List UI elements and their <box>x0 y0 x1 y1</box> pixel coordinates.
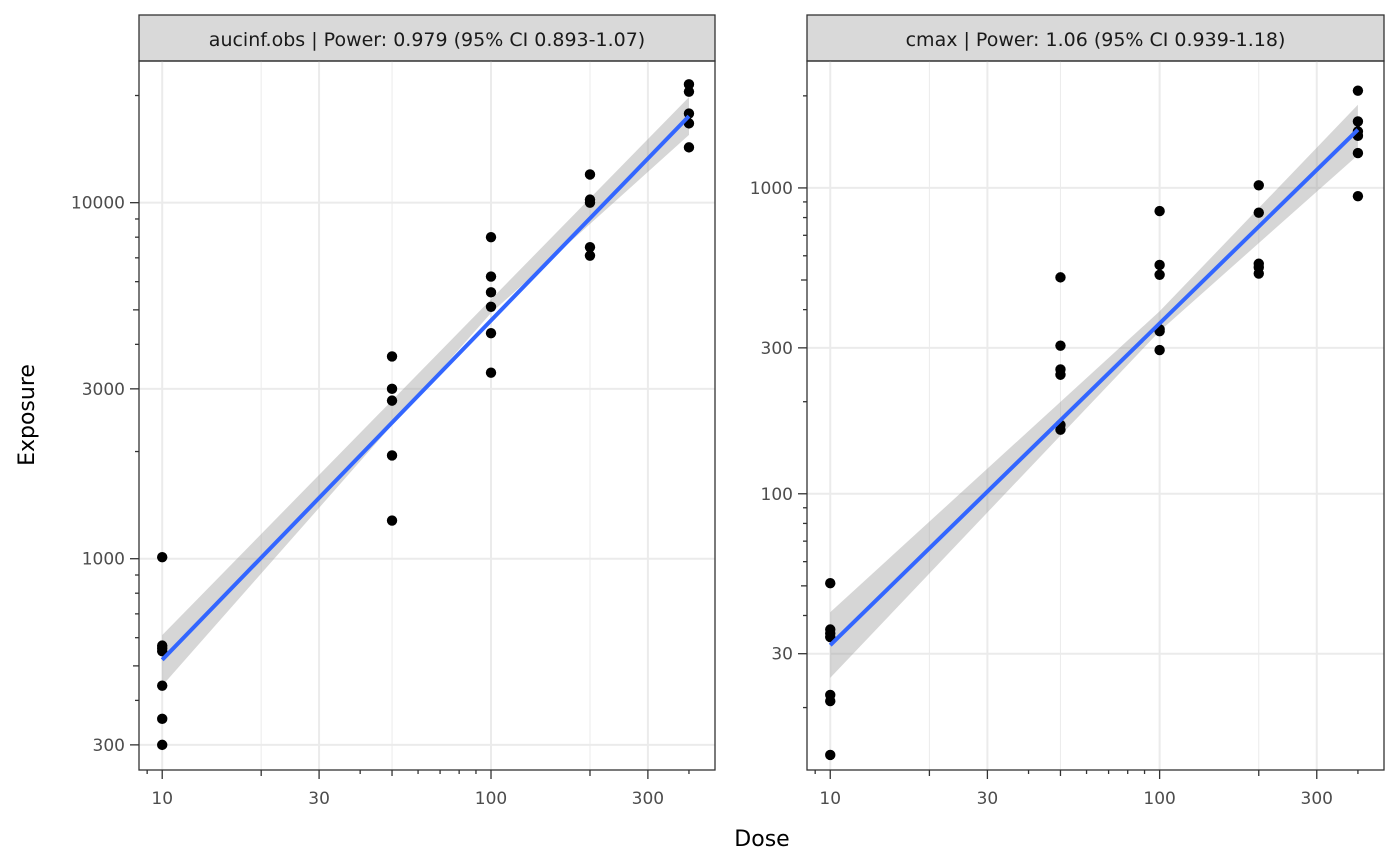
data-point <box>485 231 497 243</box>
panel-strip-label: cmax | Power: 1.06 (95% CI 0.939-1.18) <box>906 29 1286 51</box>
x-tick-label: 300 <box>1301 789 1333 809</box>
data-point <box>1154 269 1165 280</box>
data-point <box>386 395 398 406</box>
y-tick-label: 300 <box>761 339 793 359</box>
panel-strip-label: aucinf.obs | Power: 0.979 (95% CI 0.893-… <box>209 29 645 51</box>
panels-layer: aucinf.obs | Power: 0.979 (95% CI 0.893-… <box>71 14 1385 809</box>
y-tick-label: 3000 <box>82 380 125 400</box>
x-axis-title: Dose <box>734 827 789 852</box>
data-point <box>485 301 497 312</box>
panel-2: cmax | Power: 1.06 (95% CI 0.939-1.18) 10… <box>750 14 1385 809</box>
confidence-band <box>830 104 1358 678</box>
data-point <box>1253 180 1264 191</box>
x-tick-label: 30 <box>977 789 999 809</box>
panel-border <box>806 60 1385 771</box>
panel-border <box>138 60 716 771</box>
fit-line <box>828 128 1360 647</box>
data-point <box>1055 272 1066 283</box>
fit-line <box>160 114 691 662</box>
data-point <box>1352 85 1364 96</box>
data-point <box>485 367 497 378</box>
data-point <box>157 645 168 657</box>
y-tick-label: 1000 <box>82 550 125 570</box>
data-point <box>1352 147 1364 159</box>
x-tick-label: 100 <box>1143 789 1175 809</box>
data-point <box>157 739 168 751</box>
panel-1: aucinf.obs | Power: 0.979 (95% CI 0.893-… <box>71 14 716 809</box>
x-tick-label: 100 <box>475 789 507 809</box>
data-point <box>1352 190 1364 202</box>
x-tick-label: 30 <box>308 789 330 809</box>
data-point <box>1055 369 1066 380</box>
data-point <box>485 271 497 282</box>
y-tick-label: 1000 <box>750 179 793 199</box>
data-point <box>485 287 497 298</box>
y-tick-label: 10000 <box>71 194 125 214</box>
data-point <box>386 351 398 362</box>
data-point <box>1154 344 1165 356</box>
data-point <box>825 749 836 761</box>
data-point <box>386 450 398 461</box>
data-point <box>584 169 596 180</box>
data-point <box>1352 116 1364 127</box>
confidence-band <box>162 97 689 686</box>
data-point <box>1154 259 1165 271</box>
panel-strip <box>806 14 1385 62</box>
y-axis-title: Exposure <box>15 364 40 466</box>
panel-strip <box>138 14 716 62</box>
y-tick-label: 30 <box>771 645 793 665</box>
data-point <box>157 713 168 725</box>
x-tick-label: 10 <box>819 789 841 809</box>
data-point <box>683 86 695 97</box>
data-point <box>683 79 695 90</box>
data-point <box>157 551 168 563</box>
y-tick-label: 300 <box>93 736 125 756</box>
data-point <box>584 241 596 253</box>
data-point <box>1154 205 1165 217</box>
x-tick-label: 10 <box>151 789 173 809</box>
data-point <box>386 383 398 395</box>
data-point <box>157 680 168 691</box>
data-point <box>1253 207 1264 218</box>
data-point <box>386 515 398 526</box>
y-tick-label: 100 <box>761 485 793 505</box>
data-point <box>485 327 497 339</box>
data-point <box>584 250 596 261</box>
data-point <box>825 578 836 589</box>
data-point <box>1253 268 1264 279</box>
data-point <box>1055 340 1066 351</box>
x-tick-label: 300 <box>632 789 664 809</box>
data-point <box>825 631 836 643</box>
data-point <box>683 142 695 153</box>
data-point <box>825 695 836 707</box>
data-point <box>584 197 596 208</box>
data-point <box>1055 424 1066 435</box>
